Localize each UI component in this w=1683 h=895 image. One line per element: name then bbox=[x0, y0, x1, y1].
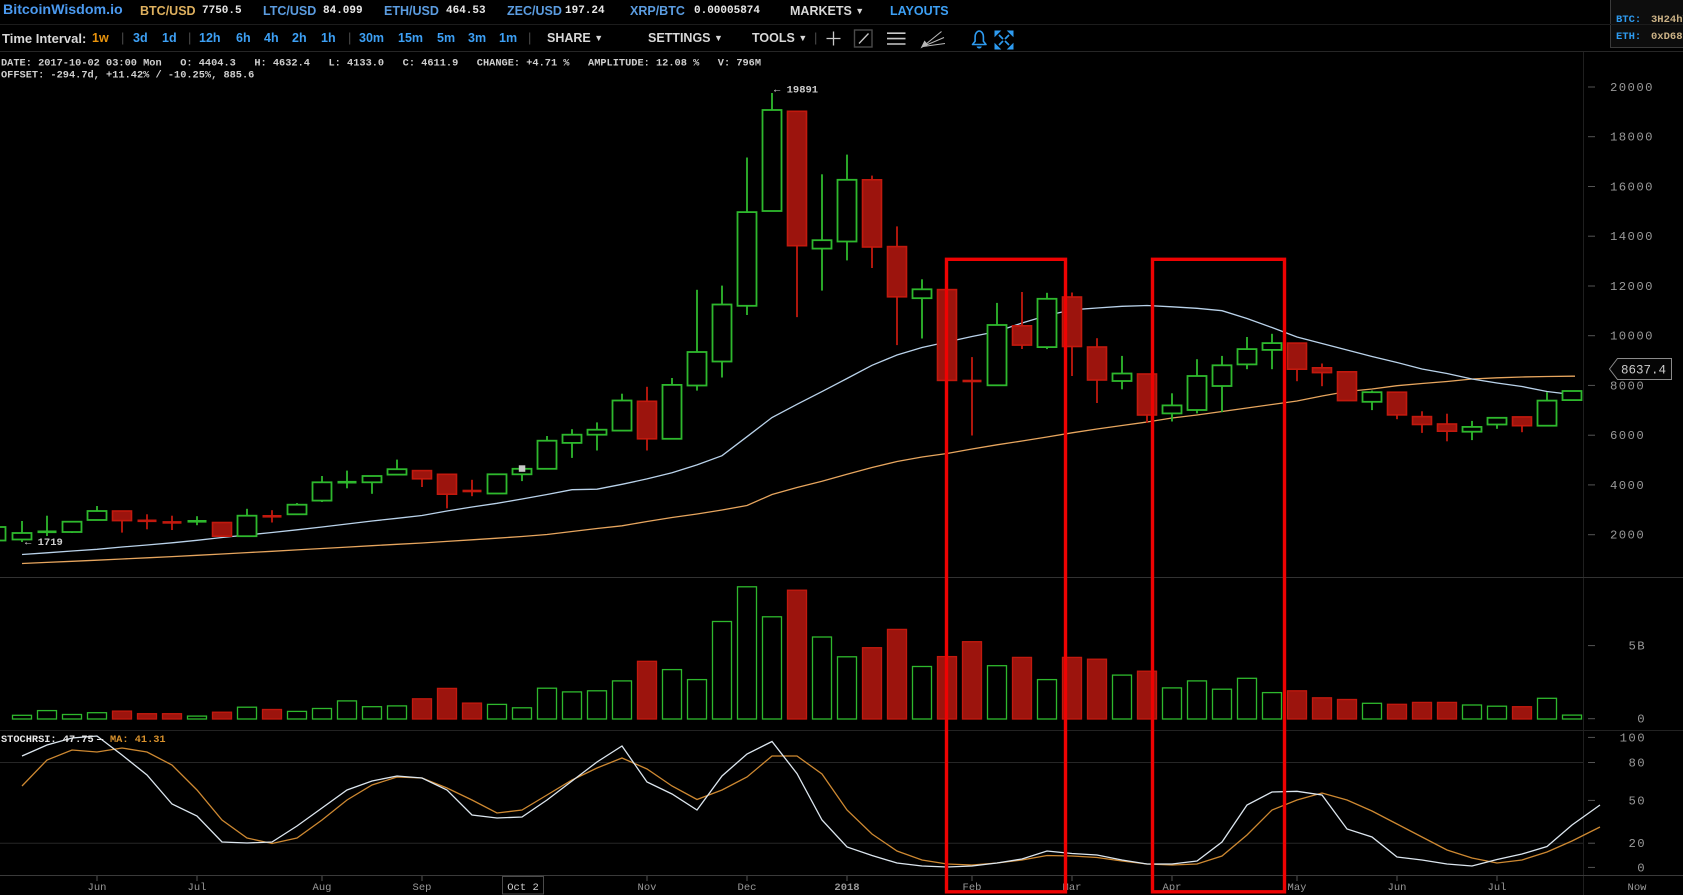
svg-text:Dec: Dec bbox=[738, 882, 757, 894]
svg-text:Sep: Sep bbox=[413, 882, 432, 894]
svg-text:20000: 20000 bbox=[1610, 81, 1654, 95]
svg-text:18000: 18000 bbox=[1610, 131, 1654, 145]
svg-text:← 1719: ← 1719 bbox=[25, 537, 63, 549]
svg-text:Jul: Jul bbox=[188, 882, 207, 894]
svg-text:Oct 2: Oct 2 bbox=[507, 882, 539, 894]
svg-text:0: 0 bbox=[1637, 861, 1646, 875]
svg-text:16000: 16000 bbox=[1610, 181, 1654, 195]
svg-text:12000: 12000 bbox=[1610, 280, 1654, 294]
svg-text:50: 50 bbox=[1628, 794, 1646, 808]
svg-text:OFFSET: -294.7d, +11.42% / -10: OFFSET: -294.7d, +11.42% / -10.25%, 885.… bbox=[1, 70, 254, 82]
svg-text:MA: 41.31: MA: 41.31 bbox=[110, 734, 166, 746]
svg-text:10000: 10000 bbox=[1610, 330, 1654, 344]
svg-text:Jun: Jun bbox=[1388, 882, 1407, 894]
svg-text:← 19891: ← 19891 bbox=[774, 85, 818, 97]
svg-text:2000: 2000 bbox=[1610, 529, 1645, 543]
svg-text:2018: 2018 bbox=[834, 882, 859, 894]
svg-text:5B: 5B bbox=[1628, 640, 1646, 654]
svg-text:May: May bbox=[1288, 882, 1307, 894]
svg-text:8637.4: 8637.4 bbox=[1621, 364, 1666, 378]
svg-text:—: — bbox=[96, 734, 104, 746]
svg-text:Now: Now bbox=[1628, 882, 1648, 894]
svg-text:STOCHRSI: 47.75: STOCHRSI: 47.75 bbox=[1, 734, 94, 746]
svg-text:100: 100 bbox=[1620, 731, 1646, 745]
svg-text:Jun: Jun bbox=[88, 882, 107, 894]
svg-text:4000: 4000 bbox=[1610, 479, 1645, 493]
svg-text:20: 20 bbox=[1628, 837, 1646, 851]
svg-text:Nov: Nov bbox=[638, 882, 657, 894]
svg-text:0: 0 bbox=[1637, 713, 1646, 727]
svg-text:DATE: 2017-10-02 03:00 Mon O: DATE: 2017-10-02 03:00 Mon O: 4404.3 H: … bbox=[1, 58, 761, 70]
svg-text:14000: 14000 bbox=[1610, 230, 1654, 244]
svg-text:80: 80 bbox=[1628, 757, 1646, 771]
svg-text:Jul: Jul bbox=[1488, 882, 1507, 894]
svg-text:8000: 8000 bbox=[1610, 379, 1645, 393]
svg-text:6000: 6000 bbox=[1610, 429, 1645, 443]
svg-text:Mar: Mar bbox=[1063, 882, 1082, 894]
svg-text:Aug: Aug bbox=[313, 882, 332, 894]
